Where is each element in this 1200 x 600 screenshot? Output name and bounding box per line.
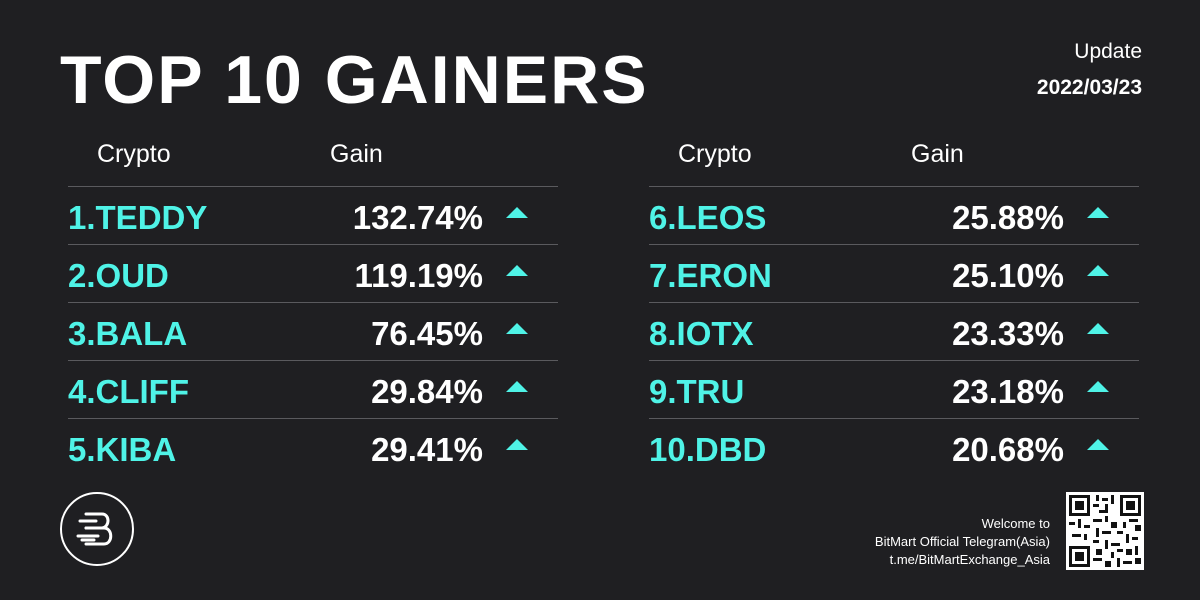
crypto-name: 6.LEOS (649, 199, 767, 236)
gain-value: 29.41% (371, 431, 483, 468)
table-row: 9.TRU 23.18% (649, 361, 1139, 419)
table-row: 1.TEDDY 132.74% (68, 187, 558, 245)
gain-value: 29.84% (371, 373, 483, 410)
arrow-up-icon (506, 207, 528, 218)
crypto-name: 5.KIBA (68, 431, 177, 468)
gain-value: 23.33% (952, 315, 1064, 352)
footer-line-welcome: Welcome to (981, 516, 1050, 531)
gain-value: 119.19% (354, 257, 483, 294)
crypto-name: 8.IOTX (649, 315, 754, 352)
arrow-up-icon (1087, 323, 1109, 334)
table-header: Crypto Gain (68, 136, 558, 187)
crypto-name: 3.BALA (68, 315, 188, 352)
table-row: 5.KIBA 29.41% (68, 419, 558, 476)
crypto-name: 9.TRU (649, 373, 745, 410)
crypto-name: 7.ERON (649, 257, 772, 294)
gain-value: 76.45% (371, 315, 483, 352)
crypto-column-header: Crypto (678, 140, 752, 168)
gain-column-header: Gain (911, 140, 964, 168)
arrow-up-icon (1087, 439, 1109, 450)
gain-value: 20.68% (952, 431, 1064, 468)
gain-value: 132.74% (352, 199, 483, 236)
table-row: 6.LEOS 25.88% (649, 187, 1139, 245)
table-row: 2.OUD 119.19% (68, 245, 558, 303)
gain-value: 25.10% (952, 257, 1064, 294)
arrow-up-icon (1087, 265, 1109, 276)
arrow-up-icon (506, 439, 528, 450)
table-row: 10.DBD 20.68% (649, 419, 1139, 476)
update-block: Update 2022/03/23 (1037, 38, 1142, 104)
gain-column-header: Gain (330, 140, 383, 168)
crypto-name: 10.DBD (649, 431, 767, 468)
crypto-name: 4.CLIFF (68, 373, 189, 410)
arrow-up-icon (506, 381, 528, 392)
crypto-name: 2.OUD (68, 257, 169, 294)
table-row: 8.IOTX 23.33% (649, 303, 1139, 361)
table-row: 4.CLIFF 29.84% (68, 361, 558, 419)
footer-line-link: t.me/BitMartExchange_Asia (889, 552, 1050, 567)
crypto-name: 1.TEDDY (68, 199, 208, 236)
update-date: 2022/03/23 (1036, 76, 1142, 99)
arrow-up-icon (506, 265, 528, 276)
gain-value: 25.88% (952, 199, 1064, 236)
table-row: 7.ERON 25.10% (649, 245, 1139, 303)
bitmart-logo-icon (60, 492, 134, 566)
gainers-table-right: Crypto Gain 6.LEOS 25.88% 7.ERON 25.10% … (649, 136, 1139, 476)
arrow-up-icon (1087, 207, 1109, 218)
gainers-table-left: Crypto Gain 1.TEDDY 132.74% 2.OUD 119.19… (68, 136, 558, 476)
arrow-up-icon (1087, 381, 1109, 392)
table-row: 3.BALA 76.45% (68, 303, 558, 361)
gain-value: 23.18% (952, 373, 1064, 410)
table-header: Crypto Gain (649, 136, 1139, 187)
qr-code-icon (1066, 492, 1144, 570)
crypto-column-header: Crypto (97, 140, 171, 168)
arrow-up-icon (506, 323, 528, 334)
footer-line-channel: BitMart Official Telegram(Asia) (874, 534, 1050, 549)
telegram-footer: Welcome to BitMart Official Telegram(Asi… (875, 515, 1050, 569)
update-label: Update (1074, 40, 1142, 63)
page-title: TOP 10 GAINERS (60, 42, 649, 118)
